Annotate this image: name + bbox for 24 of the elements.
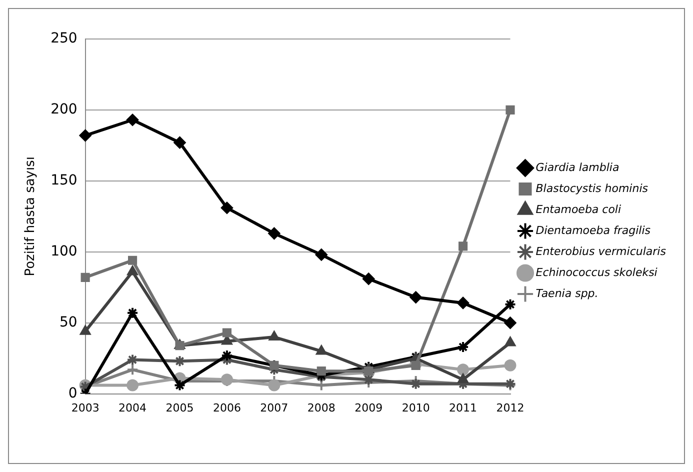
- legend-label: Giardia lamblia: [536, 160, 620, 174]
- y-tick-label: 100: [50, 244, 78, 260]
- x-tick-label: 2004: [118, 401, 147, 414]
- x-tick-label: 2007: [260, 401, 288, 414]
- x-tick-label: 2005: [166, 401, 194, 414]
- legend-label: Echinococcus skoleksi: [536, 266, 658, 279]
- y-tick-label: 0: [68, 385, 78, 402]
- y-axis-title: Pozitif hasta sayısı: [23, 156, 38, 276]
- legend-label: Enterobius vermicularis: [536, 244, 666, 258]
- x-tick-label: 2010: [402, 401, 430, 414]
- x-tick-label: 2012: [496, 401, 524, 414]
- y-tick-label: 250: [50, 30, 78, 47]
- legend-label: Blastocystis hominis: [536, 182, 648, 195]
- legend-label: Dientamoeba fragilis: [536, 224, 651, 237]
- x-tick-label: 2009: [354, 401, 383, 414]
- y-tick-label: 150: [50, 172, 78, 189]
- legend-label: Taenia spp.: [536, 286, 598, 300]
- x-tick-label: 2011: [449, 401, 478, 414]
- x-tick-label: 2006: [212, 401, 241, 414]
- y-tick-label: 200: [50, 102, 78, 118]
- legend-label: Entamoeba coli: [536, 202, 622, 216]
- x-tick-label: 2008: [307, 401, 336, 414]
- y-tick-label: 50: [59, 314, 78, 330]
- x-tick-label: 2003: [71, 401, 100, 414]
